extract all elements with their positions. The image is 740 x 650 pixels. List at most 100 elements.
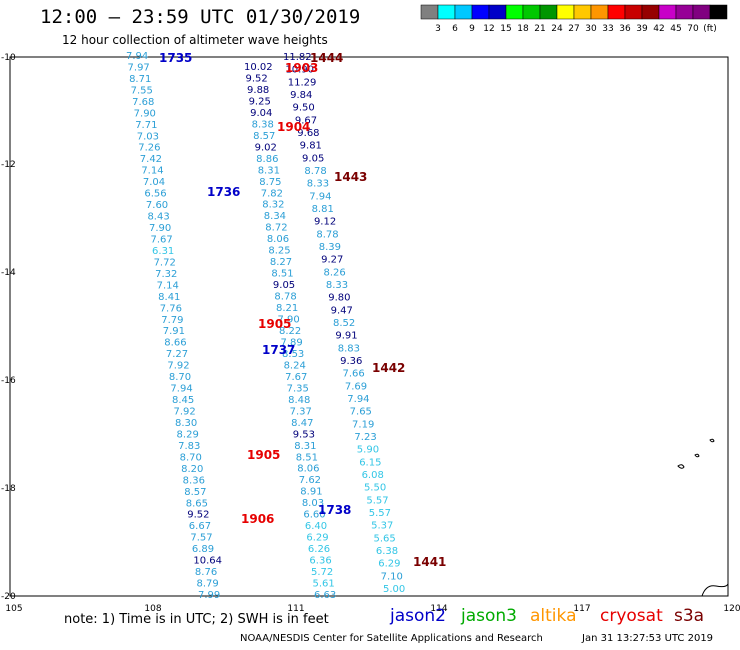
colorbar-swatch bbox=[539, 4, 558, 20]
wave-height-value: 9.53 bbox=[293, 429, 315, 440]
colorbar-swatch bbox=[658, 4, 677, 20]
wave-height-value: 7.92 bbox=[173, 407, 195, 418]
wave-height-value: 9.04 bbox=[250, 108, 272, 119]
wave-height-value: 7.42 bbox=[140, 154, 162, 165]
colorbar-label: 42 bbox=[653, 24, 664, 34]
colorbar-swatch bbox=[641, 4, 660, 20]
wave-height-value: 7.03 bbox=[137, 131, 159, 142]
x-tick-label: 120 bbox=[723, 604, 740, 614]
colorbar: 3 6 9 12 15 18 21 24 27 30 33 36 39 42 45 70 (ft) bbox=[420, 4, 728, 34]
y-tick-label: -20 bbox=[1, 592, 16, 602]
colorbar-swatch bbox=[505, 4, 524, 20]
wave-height-value: 6.60 bbox=[303, 510, 325, 521]
wave-height-value: 5.61 bbox=[312, 579, 334, 590]
wave-height-value: 7.10 bbox=[381, 571, 403, 582]
colorbar-label: 27 bbox=[568, 24, 579, 34]
wave-height-value: 8.31 bbox=[294, 441, 316, 452]
wave-height-value: 8.32 bbox=[262, 200, 284, 211]
wave-height-value: 6.29 bbox=[306, 533, 328, 544]
wave-height-value: 8.06 bbox=[267, 234, 289, 245]
wave-height-value: 8.57 bbox=[184, 487, 206, 498]
colorbar-label: 70 bbox=[687, 24, 699, 34]
pass-label: 1736 bbox=[207, 185, 240, 199]
colorbar-label: 33 bbox=[602, 24, 613, 34]
wave-height-value: 8.70 bbox=[169, 372, 191, 383]
wave-height-value: 5.72 bbox=[311, 567, 333, 578]
wave-height-value: 8.03 bbox=[302, 498, 324, 509]
colorbar-label: 36 bbox=[619, 24, 631, 34]
y-tick-label: -16 bbox=[1, 376, 16, 386]
colorbar-swatch bbox=[573, 4, 592, 20]
wave-height-value: 8.29 bbox=[177, 429, 199, 440]
wave-height-value: 5.00 bbox=[383, 584, 405, 595]
x-tick-label: 108 bbox=[144, 604, 161, 614]
colorbar-label: 9 bbox=[469, 24, 475, 34]
wave-height-value: 7.23 bbox=[354, 432, 376, 443]
wave-height-value: 7.66 bbox=[343, 369, 365, 380]
map-subtitle: 12 hour collection of altimeter wave hei… bbox=[62, 33, 328, 47]
wave-height-value: 8.38 bbox=[252, 119, 274, 130]
wave-height-value: 7.14 bbox=[157, 280, 179, 291]
wave-height-value: 9.84 bbox=[290, 90, 312, 101]
map-frame bbox=[9, 56, 729, 597]
wave-height-value: 9.05 bbox=[302, 153, 324, 164]
wave-height-value: 8.25 bbox=[268, 246, 290, 257]
y-tick-label: -10 bbox=[1, 53, 16, 63]
wave-height-value: 6.26 bbox=[308, 544, 330, 555]
wave-height-value: 8.65 bbox=[186, 498, 208, 509]
legend-note: note: 1) Time is in UTC; 2) SWH is in fe… bbox=[64, 612, 329, 627]
wave-height-value: 5.57 bbox=[369, 508, 391, 519]
x-tick-label: 117 bbox=[573, 604, 590, 614]
wave-height-value: 8.31 bbox=[258, 165, 280, 176]
colorbar-swatch bbox=[590, 4, 609, 20]
coast-shape bbox=[701, 583, 729, 597]
wave-height-value: 6.89 bbox=[192, 544, 214, 555]
pass-label: 1905 bbox=[247, 448, 280, 462]
wave-height-value: 7.65 bbox=[350, 407, 372, 418]
wave-height-value: 7.99 bbox=[198, 590, 220, 601]
wave-height-value: 8.24 bbox=[284, 360, 306, 371]
wave-height-value: 11.29 bbox=[288, 77, 317, 88]
y-tick-label: -14 bbox=[1, 268, 16, 278]
wave-height-value: 8.27 bbox=[270, 257, 292, 268]
wave-height-value: 9.36 bbox=[340, 356, 362, 367]
wave-height-value: 8.20 bbox=[181, 464, 203, 475]
island-shape bbox=[677, 464, 685, 469]
wave-height-value: 9.27 bbox=[321, 255, 343, 266]
wave-height-value: 8.53 bbox=[282, 349, 304, 360]
wave-height-value: 8.48 bbox=[288, 395, 310, 406]
pass-label: 1735 bbox=[159, 51, 192, 65]
wave-height-value: 8.51 bbox=[271, 269, 293, 280]
wave-height-value: 8.78 bbox=[316, 229, 338, 240]
pass-label: 1905 bbox=[258, 317, 291, 331]
colorbar-swatch bbox=[437, 4, 456, 20]
wave-height-value: 8.39 bbox=[319, 242, 341, 253]
wave-height-value: 8.66 bbox=[164, 338, 186, 349]
satellite-tracks: 7.947.978.717.557.687.907.717.037.267.42… bbox=[126, 51, 405, 601]
wave-height-value: 9.91 bbox=[335, 331, 357, 342]
pass-label: 1906 bbox=[241, 512, 274, 526]
wave-height-value: 8.91 bbox=[300, 487, 322, 498]
wave-height-value: 7.72 bbox=[154, 257, 176, 268]
pass-label: 1903 bbox=[285, 61, 318, 75]
wave-height-value: 6.40 bbox=[305, 521, 327, 532]
wave-height-value: 9.05 bbox=[273, 280, 295, 291]
wave-height-value: 8.43 bbox=[147, 212, 169, 223]
wave-height-value: 7.68 bbox=[132, 97, 154, 108]
map-title: 12:00 – 23:59 UTC 01/30/2019 bbox=[40, 6, 361, 28]
pass-label: 1444 bbox=[310, 51, 343, 65]
colorbar-label: 18 bbox=[517, 24, 529, 34]
wave-height-value: 5.37 bbox=[371, 521, 393, 532]
colorbar-swatch bbox=[454, 4, 473, 20]
wave-height-value: 6.56 bbox=[144, 189, 166, 200]
wave-height-value: 8.36 bbox=[183, 475, 205, 486]
colorbar-swatch bbox=[471, 4, 490, 20]
pass-label: 1738 bbox=[318, 503, 351, 517]
colorbar-label: 39 bbox=[636, 24, 648, 34]
wave-height-value: 7.90 bbox=[149, 223, 171, 234]
wave-height-value: 8.70 bbox=[180, 452, 202, 463]
wave-height-value: 10.90 bbox=[285, 65, 314, 76]
colorbar-swatch bbox=[692, 4, 711, 20]
wave-height-value: 8.26 bbox=[323, 267, 345, 278]
wave-height-value: 9.12 bbox=[314, 217, 336, 228]
